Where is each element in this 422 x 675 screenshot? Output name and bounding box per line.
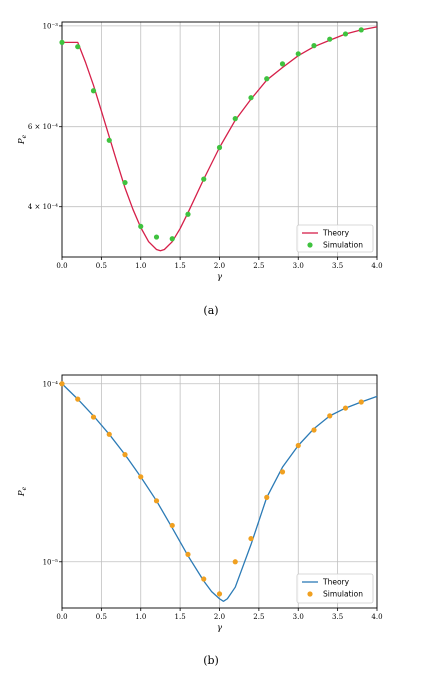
simulation-point	[264, 494, 270, 500]
x-tick-label: 2.5	[253, 262, 264, 270]
simulation-point	[248, 95, 254, 101]
y-tick-label: 10⁻⁵	[43, 558, 59, 566]
x-tick-label: 1.0	[135, 613, 146, 621]
simulation-point	[169, 522, 175, 529]
figure-caption: (a)	[203, 304, 218, 317]
simulation-point	[232, 116, 238, 122]
chart-b: 0.0 0.5 1.0 1.5 2.0 2.5 3.0 3.5 4.0 10⁻⁵ 10⁻⁴ γ Pe Th…	[17, 374, 383, 667]
simulation-point	[327, 413, 333, 419]
y-axis-label-sub: e	[21, 486, 28, 490]
simulation-point	[232, 559, 238, 565]
simulation-point	[327, 36, 333, 42]
legend: Theory Simulation	[296, 573, 374, 604]
simulation-point	[185, 551, 191, 558]
legend-label: Theory	[322, 229, 350, 238]
y-axis-label-sub: e	[21, 134, 28, 138]
chart-a: 0.0 0.5 1.0 1.5 2.0 2.5 3.0 3.5 4.0 4 × 10⁻⁴ 6 × 1…	[17, 21, 383, 317]
x-axis-label: γ	[217, 623, 223, 633]
y-tick-label: 10⁻³	[43, 22, 59, 30]
simulation-point	[342, 31, 349, 37]
y-tick-label: 4 × 10⁻⁴	[28, 203, 58, 211]
x-tick-label: 3.0	[293, 613, 304, 621]
legend-box	[296, 573, 374, 604]
simulation-point	[90, 414, 97, 420]
simulation-point	[311, 427, 317, 433]
simulation-point	[90, 88, 97, 94]
x-tick-label: 3.0	[293, 262, 304, 270]
simulation-point	[201, 576, 207, 582]
simulation-point	[122, 179, 128, 186]
x-axis-label: γ	[217, 272, 223, 282]
simulation-point	[59, 381, 65, 387]
y-axis-label-main: P	[17, 138, 27, 145]
simulation-point	[216, 591, 223, 597]
simulation-point	[138, 474, 144, 480]
y-axis-label: Pe	[17, 134, 28, 145]
y-tick-label: 6 × 10⁻⁴	[28, 123, 58, 131]
simulation-point	[75, 44, 81, 50]
x-tick-label: 3.5	[332, 262, 343, 270]
legend-label: Simulation	[323, 241, 363, 250]
simulation-point	[311, 43, 317, 49]
simulation-point	[342, 405, 349, 411]
x-tick-label: 0.0	[56, 262, 67, 270]
simulation-point	[248, 535, 254, 542]
simulation-point	[75, 396, 81, 402]
x-tick-label: 1.0	[135, 262, 146, 270]
y-axis-label-main: P	[17, 490, 27, 497]
simulation-point	[153, 234, 160, 240]
x-tick-label: 2.0	[214, 613, 225, 621]
x-tick-label: 4.0	[371, 262, 382, 270]
x-tick-label: 3.5	[332, 613, 343, 621]
legend: Theory Simulation	[296, 224, 374, 253]
simulation-point	[216, 144, 223, 151]
simulation-point	[59, 39, 65, 45]
legend-label: Simulation	[323, 590, 363, 599]
simulation-point	[122, 452, 128, 458]
simulation-point	[169, 236, 175, 242]
simulation-point	[295, 442, 301, 449]
legend-box	[296, 224, 374, 253]
x-tick-label: 0.0	[56, 613, 67, 621]
theory-line	[62, 26, 378, 252]
y-tick-label: 10⁻⁴	[43, 380, 59, 388]
simulation-point	[153, 498, 160, 504]
x-tick-label: 2.0	[214, 262, 225, 270]
simulation-point	[106, 431, 112, 437]
x-tick-label: 4.0	[371, 613, 382, 621]
simulation-point	[358, 27, 364, 33]
simulation-point	[295, 51, 301, 57]
x-tick-label: 0.5	[96, 613, 107, 621]
simulation-point	[185, 211, 191, 217]
legend-label: Theory	[322, 578, 350, 587]
figure-caption: (b)	[203, 654, 219, 667]
simulation-point	[138, 223, 144, 230]
simulation-point	[279, 469, 286, 475]
simulation-point	[279, 61, 286, 67]
simulation-point	[106, 137, 112, 143]
x-tick-label: 2.5	[253, 613, 264, 621]
simulation-point	[358, 399, 364, 405]
simulation-point	[264, 76, 270, 82]
theory-line	[61, 383, 378, 602]
simulation-point	[201, 176, 207, 182]
x-tick-label: 0.5	[96, 262, 107, 270]
x-tick-label: 1.5	[175, 262, 186, 270]
x-tick-label: 1.5	[175, 613, 186, 621]
legend-simulation-swatch	[307, 242, 313, 248]
y-axis-label: Pe	[17, 486, 28, 497]
legend-simulation-swatch	[307, 591, 313, 597]
